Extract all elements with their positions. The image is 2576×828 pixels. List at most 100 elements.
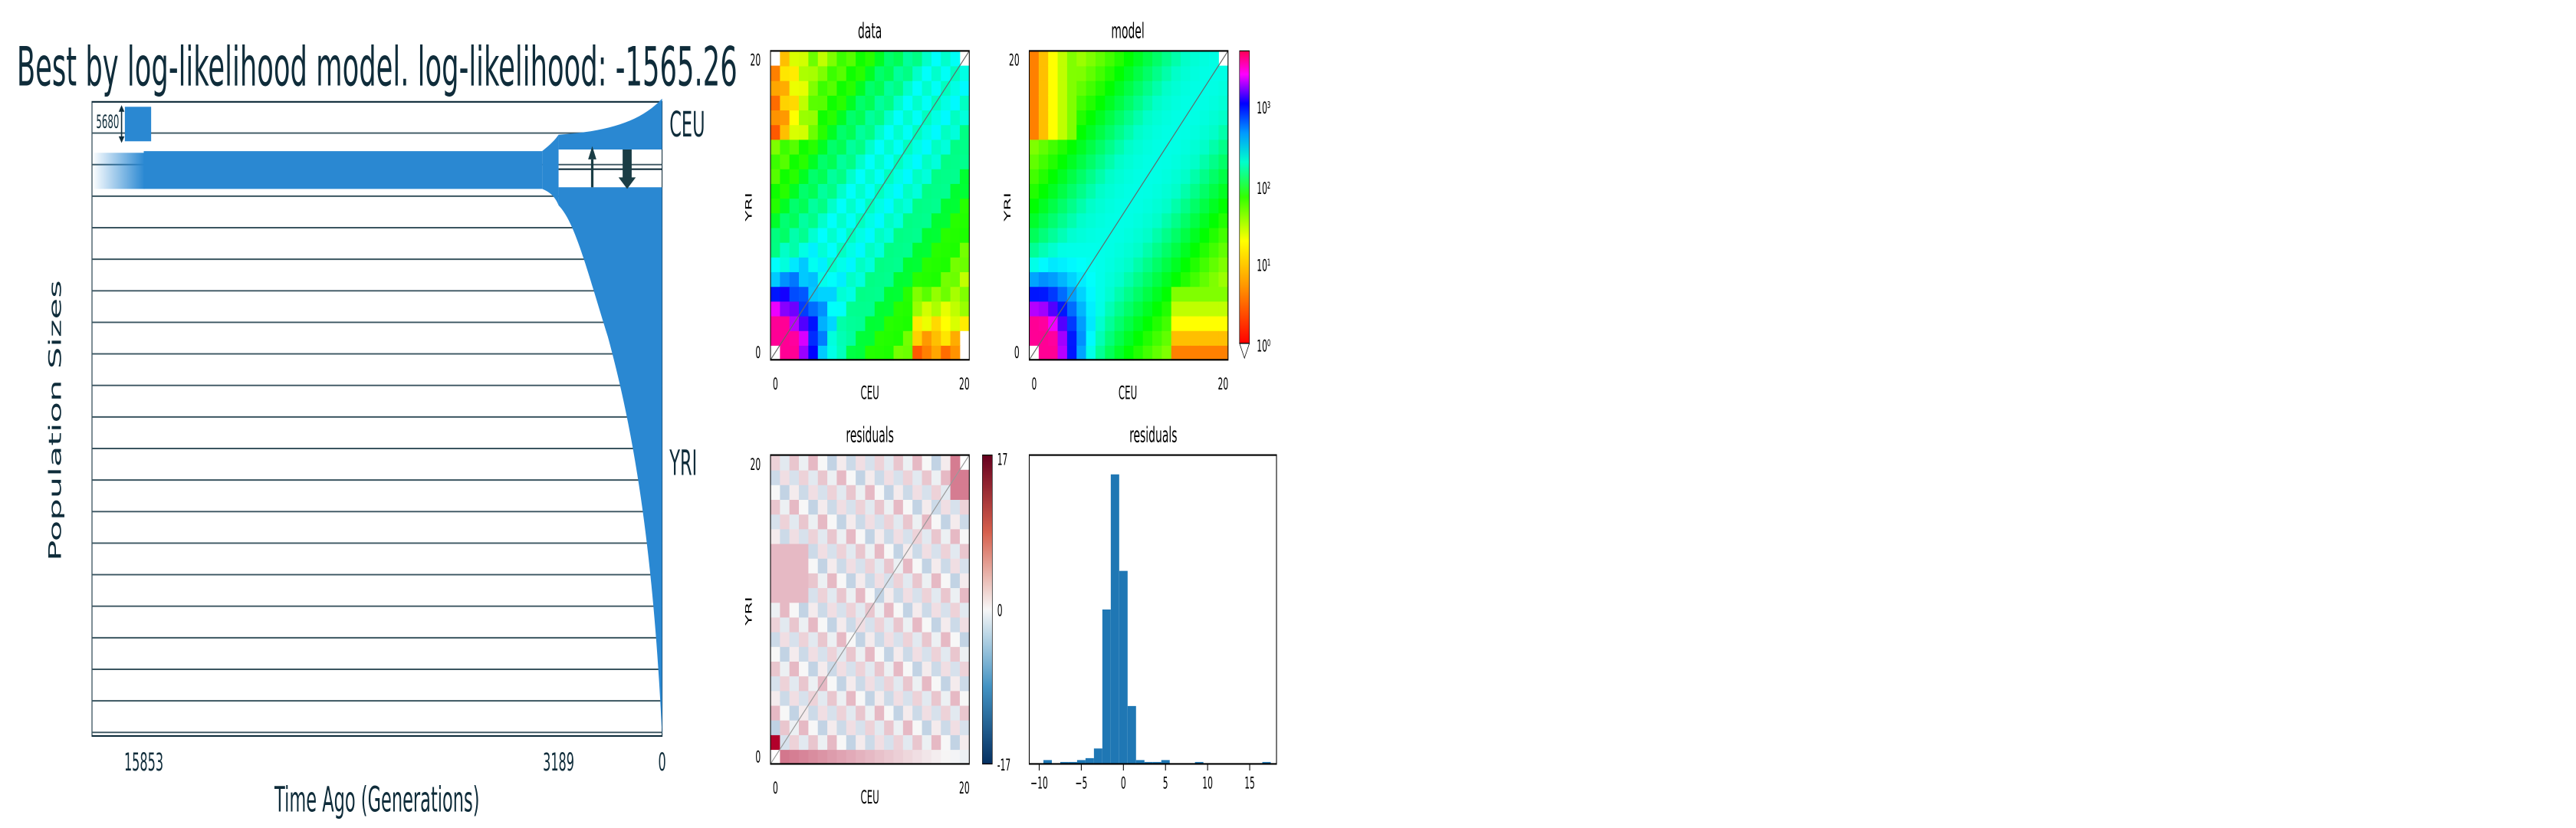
heatmap-cell [1162,110,1172,126]
heatmap-cell [912,51,922,67]
heatmap-cell [1029,242,1040,258]
residual-cell [789,455,800,471]
heatmap-cell [865,242,876,258]
model-title: model [1111,19,1144,44]
residual-cell [808,616,819,632]
residual-cell [770,543,780,559]
residuals-title: residuals [846,423,893,448]
heatmap-cell [1123,51,1134,67]
heatmap-cell [922,330,932,346]
heatmap-cell [1123,330,1134,346]
heatmap-cell [799,94,809,111]
heatmap-cell [1114,51,1125,67]
residual-cell [902,528,913,544]
residual-cell [827,455,837,471]
heatmap-cell [1152,51,1162,67]
residual-cell [856,469,866,485]
heatmap-cell [808,212,819,228]
residual-cell [846,573,856,589]
heatmap-cell [884,110,894,126]
heatmap-cell [959,198,970,214]
heatmap-cell [931,212,941,228]
residual-cell [789,675,800,692]
residual-cell [780,616,790,632]
heatmap-cell [1171,227,1181,243]
residual-cell [941,469,951,485]
heatmap-cell [912,345,922,361]
residual-cell [856,705,866,721]
heatmap-cell [1048,80,1058,96]
heatmap-cell [1114,94,1125,111]
heatmap-cell [808,198,819,214]
heatmap-cell [1105,257,1116,273]
residual-cell [817,749,828,765]
heatmap-cell [1076,242,1087,258]
heatmap-cell [931,183,941,199]
heatmap-cell [950,153,961,169]
residual-cell [950,557,961,573]
heatmap-cell [902,65,913,81]
residual-cell [856,631,866,647]
heatmap-cell [874,212,885,228]
data-diagonal [770,50,970,360]
heatmap-cell [922,198,932,214]
histogram-bar [1152,761,1162,764]
ancestral-population [143,151,543,189]
heatmap-cell [884,227,894,243]
heatmap-cell [1048,330,1058,346]
heatmap-cell [1181,257,1191,273]
residual-cell [770,557,780,573]
heatmap-cell [902,80,913,96]
heatmap-cell [780,198,790,214]
heatmap-cell [959,227,970,243]
residual-cell [884,557,894,573]
heatmap-cell [1076,198,1087,214]
heatmap-cell [1171,198,1181,214]
residual-cell [893,734,904,751]
heatmap-cell [1105,168,1116,184]
demography-xlabel: Time Ago (Generations) [274,780,479,820]
heatmap-cell [1076,65,1087,81]
residual-cell [874,631,885,647]
residual-cell [789,705,800,721]
heatmap-cell [846,65,856,81]
heatmap-cell [1162,94,1172,111]
heatmap-cell [1190,271,1201,288]
heatmap-cell [1133,286,1144,302]
residual-cell [893,573,904,589]
heatmap-cell [865,330,876,346]
heatmap-cell [1066,51,1077,67]
residual-cell [846,616,856,632]
residual-cell [856,602,866,618]
heatmap-cell [817,301,828,317]
heatmap-cell [827,110,837,126]
residual-cell [846,749,856,765]
heatmap-cell [874,257,885,273]
heatmap-cell [846,168,856,184]
heatmap-cell [846,330,856,346]
heatmap-cell [789,345,800,361]
heatmap-cell [1190,65,1201,81]
heatmap-cell [1095,183,1106,199]
heatmap-cell [817,212,828,228]
residual-cell [865,646,876,662]
heatmap-cell [770,212,780,228]
heatmap-cell [902,271,913,288]
histogram-tick-label: 0 [1121,773,1126,792]
heatmap-cell [1152,286,1162,302]
residual-cell [836,675,847,692]
heatmap-cell [1162,168,1172,184]
heatmap-cell [1048,212,1058,228]
heatmap-cell [799,168,809,184]
heatmap-cell [1038,80,1049,96]
heatmap-cell [865,124,876,140]
heatmap-cell [1152,315,1162,331]
heatmap-cell [1218,242,1229,258]
heatmap-cell [799,330,809,346]
residuals-ylabel: YRI [744,596,754,626]
heatmap-cell [1199,257,1210,273]
heatmap-cell [902,183,913,199]
heatmap-cell [1142,257,1153,273]
heatmap-cell [1066,242,1077,258]
residual-cell [902,705,913,721]
